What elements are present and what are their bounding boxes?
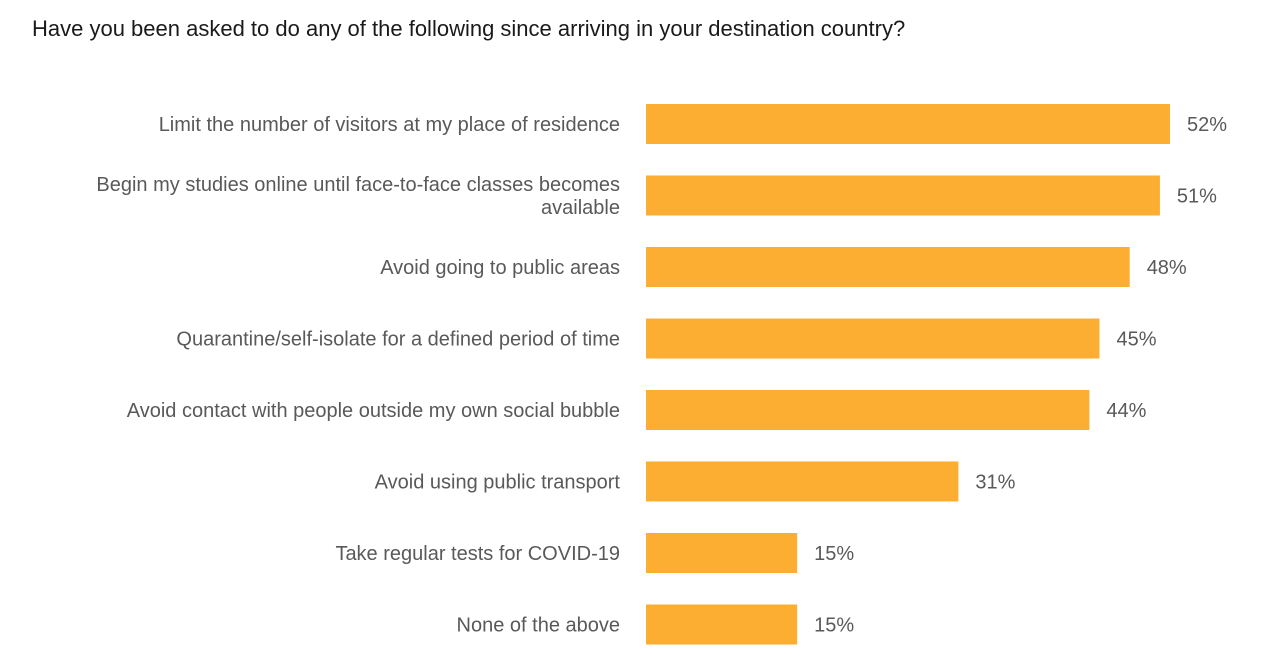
category-label-line: Take regular tests for COVID-19	[335, 543, 620, 565]
category-label-2: Avoid going to public areas	[380, 257, 620, 279]
value-label-3: 45%	[1116, 329, 1156, 351]
category-label-4: Avoid contact with people outside my own…	[127, 400, 620, 422]
bar-3	[646, 318, 1100, 359]
value-label-0: 52%	[1187, 114, 1227, 136]
category-label-line: Quarantine/self-isolate for a defined pe…	[176, 329, 620, 351]
category-label-3: Quarantine/self-isolate for a defined pe…	[176, 329, 620, 351]
bar-0	[646, 104, 1170, 144]
bar-5	[646, 461, 959, 502]
value-label-4: 44%	[1106, 400, 1146, 422]
value-label-5: 31%	[975, 472, 1015, 494]
bar-1	[646, 175, 1160, 216]
category-label-line: None of the above	[457, 615, 620, 637]
category-label-line: Avoid using public transport	[375, 472, 621, 494]
value-label-2: 48%	[1147, 257, 1187, 279]
category-label-line: Avoid contact with people outside my own…	[127, 400, 620, 422]
category-label-line: available	[541, 197, 620, 219]
category-label-1: Begin my studies online until face-to-fa…	[96, 174, 620, 219]
category-label-line: Avoid going to public areas	[380, 257, 620, 279]
bar-2	[646, 247, 1130, 287]
bar-4	[646, 390, 1090, 430]
value-label-1: 51%	[1177, 186, 1217, 208]
category-label-7: None of the above	[457, 615, 620, 637]
category-label-line: Begin my studies online until face-to-fa…	[96, 174, 620, 196]
category-label-5: Avoid using public transport	[375, 472, 621, 494]
bar-6	[646, 533, 798, 573]
chart-title: Have you been asked to do any of the fol…	[32, 16, 906, 41]
category-label-line: Limit the number of visitors at my place…	[159, 114, 620, 136]
value-label-6: 15%	[814, 543, 854, 565]
category-label-6: Take regular tests for COVID-19	[335, 543, 620, 565]
value-label-7: 15%	[814, 615, 854, 637]
bar-7	[646, 604, 798, 645]
category-label-0: Limit the number of visitors at my place…	[159, 114, 620, 136]
